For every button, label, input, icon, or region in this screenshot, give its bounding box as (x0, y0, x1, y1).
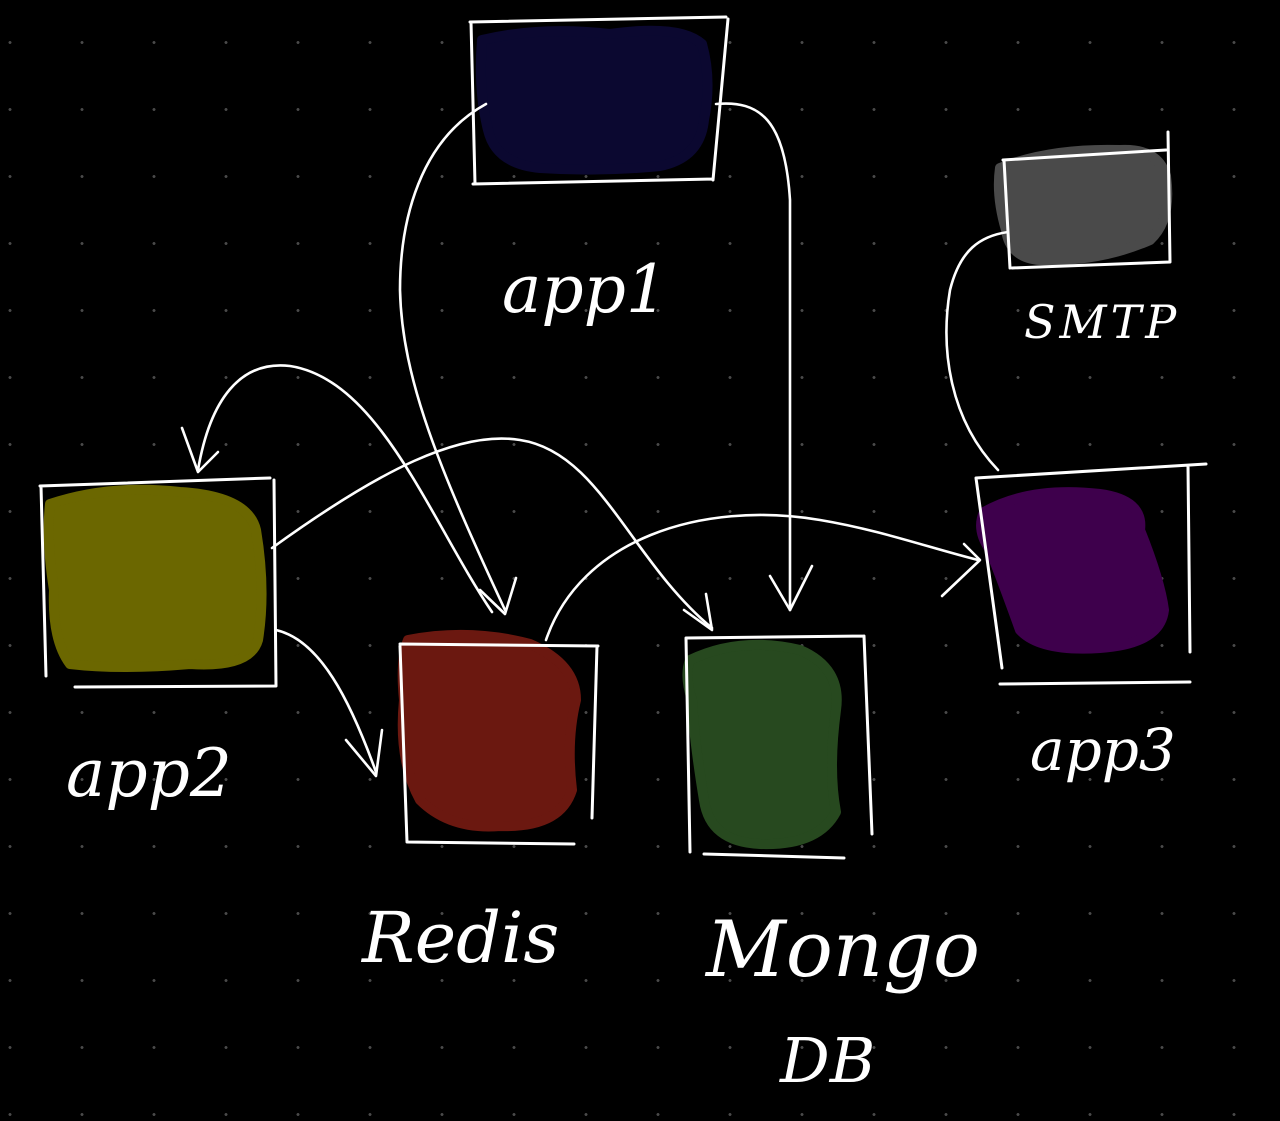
node-app1-frame (468, 15, 730, 186)
node-redis-fill (397, 629, 581, 832)
node-redis[interactable] (397, 629, 600, 846)
node-app2[interactable] (38, 476, 278, 689)
node-mongo-label: Mongo (704, 905, 980, 995)
node-app1-label: app1 (502, 251, 668, 328)
node-app1[interactable] (468, 15, 730, 186)
node-app3[interactable] (974, 462, 1208, 686)
node-app1-fill (475, 25, 713, 175)
edge-app1-to-mongo (714, 102, 792, 612)
node-redis-label: Redis (360, 897, 559, 979)
edge-app1-to-mongo-arrowhead (768, 564, 814, 612)
node-app3-label: app3 (1030, 716, 1176, 784)
node-smtp-fill (993, 144, 1173, 266)
edge-app2-to-redis (274, 628, 378, 774)
edge-app2-to-mongo (270, 437, 714, 630)
node-smtp-frame (1001, 130, 1172, 270)
node-app2-frame (38, 476, 278, 689)
edge-redis-to-app3 (544, 513, 980, 642)
labels: app1 SMTP app2 app3 Redis Mongo DB (66, 251, 1180, 1097)
edge-redis-to-app2 (196, 364, 494, 614)
edge-app2-to-mongo-arrowhead (682, 592, 714, 632)
edges (180, 102, 1010, 778)
edge-app1-to-redis-arrowhead (478, 576, 518, 616)
node-app3-frame (974, 462, 1208, 686)
edge-app2-to-redis-arrowhead (344, 728, 384, 778)
edge-app3-to-smtp (945, 230, 1010, 472)
edge-redis-to-app3-arrowhead (940, 542, 982, 598)
node-mongo[interactable] (682, 634, 874, 860)
node-app3-fill (976, 487, 1169, 654)
node-smtp-label: SMTP (1024, 295, 1180, 349)
node-mongo-fill (682, 639, 842, 850)
node-smtp[interactable] (993, 130, 1173, 270)
edge-redis-to-app2-arrowhead (180, 426, 220, 474)
node-app2-fill (43, 484, 267, 672)
node-redis-frame (398, 642, 600, 846)
node-app2-label: app2 (66, 735, 232, 812)
node-mongo-frame (684, 634, 874, 860)
edge-app1-to-redis (398, 102, 507, 612)
node-mongo-label-line2: DB (779, 1024, 875, 1097)
